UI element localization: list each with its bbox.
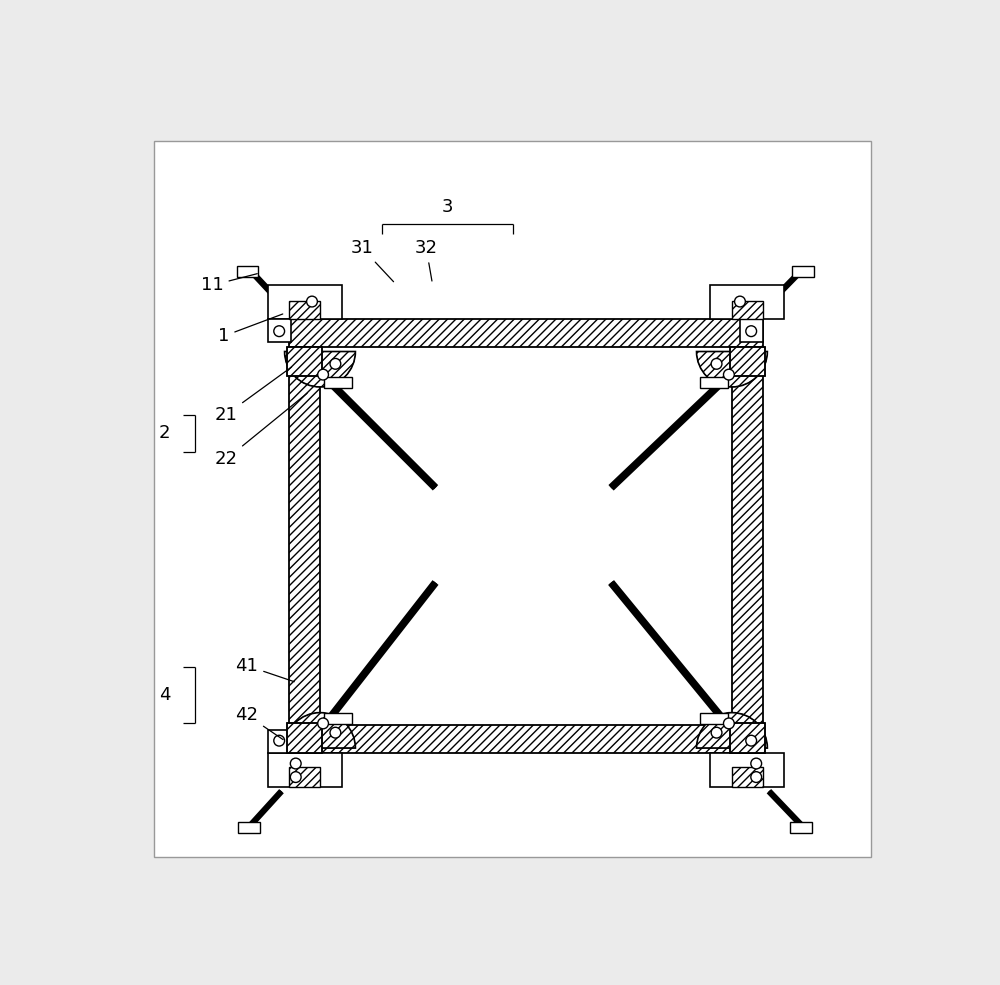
Bar [700,377,728,388]
Circle shape [751,758,762,769]
Bar [287,723,322,753]
Bar [730,347,765,376]
Bar [740,730,763,753]
Bar [732,767,763,787]
Bar [287,723,322,753]
Bar [289,767,320,787]
Bar [289,347,320,725]
Text: 21: 21 [215,367,292,424]
Bar [710,286,784,319]
Bar [710,753,784,787]
Bar [730,723,765,753]
Circle shape [318,369,328,380]
Text: 4: 4 [159,686,170,704]
Text: 22: 22 [215,393,307,468]
Text: 32: 32 [415,239,438,281]
Bar [732,347,763,725]
Bar [730,723,765,753]
Wedge shape [697,352,767,387]
Text: 42: 42 [235,706,283,740]
Text: 31: 31 [351,239,394,282]
Bar [287,347,322,376]
Circle shape [746,735,757,746]
Circle shape [274,735,285,746]
Circle shape [735,296,745,307]
Bar [732,300,763,319]
Circle shape [290,771,301,782]
Text: 11: 11 [201,274,257,295]
Wedge shape [697,712,767,748]
Bar [268,753,342,787]
Bar [289,300,320,319]
Circle shape [746,326,757,337]
Bar [289,319,763,347]
Circle shape [307,296,317,307]
Circle shape [711,359,722,369]
Circle shape [274,326,285,337]
Circle shape [751,771,762,782]
Bar [730,347,765,376]
Bar [238,821,260,832]
Circle shape [723,718,734,729]
Circle shape [723,369,734,380]
Circle shape [330,727,341,738]
Bar [700,712,728,724]
Circle shape [711,727,722,738]
Bar [792,266,814,277]
Circle shape [318,718,328,729]
Wedge shape [285,712,355,748]
Bar [740,319,763,342]
Bar [324,377,352,388]
Bar [268,730,291,753]
Wedge shape [285,352,355,387]
Bar [790,821,812,832]
Circle shape [330,359,341,369]
Bar [287,347,322,376]
Bar [268,286,342,319]
Bar [237,266,258,277]
Text: 2: 2 [159,425,170,442]
Text: 41: 41 [235,657,294,682]
Bar [289,725,763,753]
Circle shape [290,758,301,769]
Bar [324,712,352,724]
Text: 1: 1 [218,314,283,345]
Bar [268,319,291,342]
Text: 3: 3 [441,198,453,216]
